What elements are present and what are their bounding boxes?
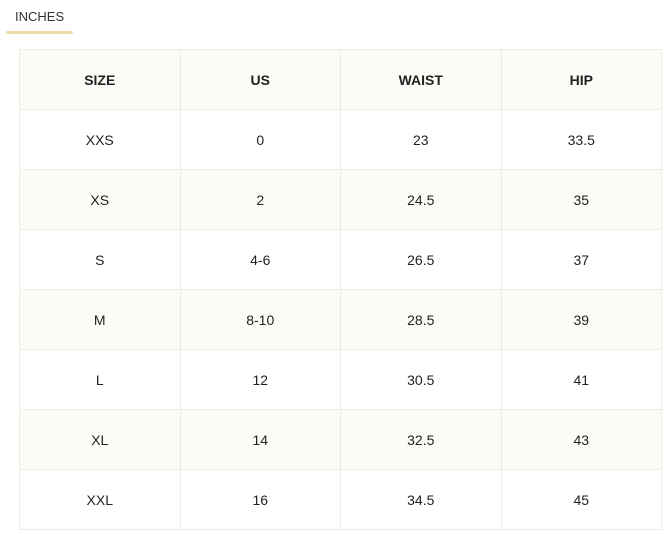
table-row: XXL 16 34.5 45 [19,469,662,530]
table-cell: S [19,229,181,290]
table-cell: 26.5 [340,229,502,290]
size-chart-table: SIZE US WAIST HIP XXS 0 23 33.5 XS 2 24.5 35 S 4-6 26… [19,49,662,530]
tab-inches[interactable]: INCHES [6,0,73,34]
table-cell: 39 [500,289,662,350]
table-cell: 12 [179,349,341,410]
table-cell: 2 [179,169,341,230]
column-header: HIP [500,49,662,110]
table-cell: 4-6 [179,229,341,290]
table-cell: M [19,289,181,350]
table-cell: 43 [500,409,662,470]
table-cell: XL [19,409,181,470]
table-cell: 34.5 [340,469,502,530]
table-row: L 12 30.5 41 [19,349,662,410]
table-header-row: SIZE US WAIST HIP [19,49,662,110]
table-cell: 14 [179,409,341,470]
table-cell: 35 [500,169,662,230]
table-cell: 33.5 [500,109,662,170]
table-row: XL 14 32.5 43 [19,409,662,470]
table-cell: XS [19,169,181,230]
table-cell: L [19,349,181,410]
table-cell: 32.5 [340,409,502,470]
table-cell: 24.5 [340,169,502,230]
table-row: S 4-6 26.5 37 [19,229,662,290]
tab-label: INCHES [15,9,65,24]
column-header: SIZE [19,49,181,110]
table-cell: 8-10 [179,289,341,350]
table-cell: 41 [500,349,662,410]
table-row: M 8-10 28.5 39 [19,289,662,350]
column-header: WAIST [340,49,502,110]
tab-active-underline [6,31,73,34]
table-cell: 30.5 [340,349,502,410]
table-row: XS 2 24.5 35 [19,169,662,230]
table-row: XXS 0 23 33.5 [19,109,662,170]
table-cell: 23 [340,109,502,170]
table-cell: 16 [179,469,341,530]
table-cell: 37 [500,229,662,290]
table-cell: XXL [19,469,181,530]
table-cell: 45 [500,469,662,530]
table-cell: 28.5 [340,289,502,350]
column-header: US [179,49,341,110]
table-cell: 0 [179,109,341,170]
table-cell: XXS [19,109,181,170]
